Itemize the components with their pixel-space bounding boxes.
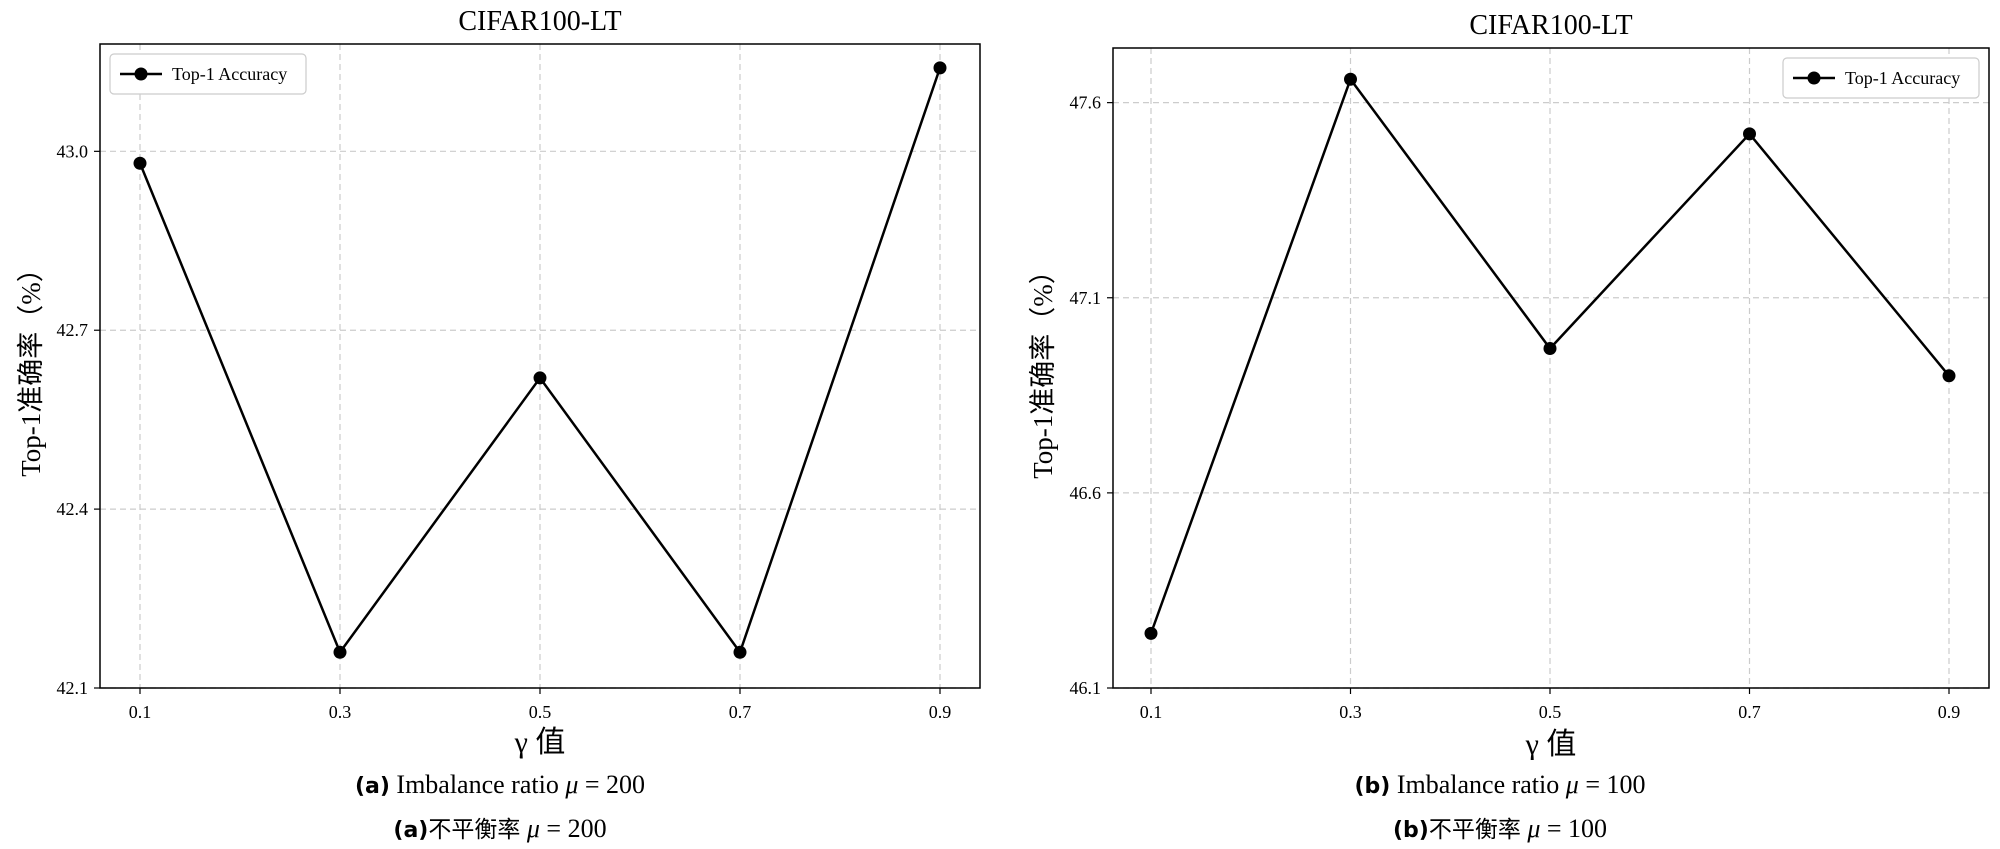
x-tick-label: 0.9	[1938, 702, 1961, 722]
data-point	[1543, 341, 1557, 355]
data-point	[533, 371, 547, 385]
x-axis-label: γ 值	[514, 726, 566, 759]
legend: Top-1 Accuracy	[1782, 57, 1980, 99]
chart-title: CIFAR100-LT	[1469, 10, 1632, 41]
x-tick-label: 0.1	[129, 702, 152, 722]
y-tick-label: 42.1	[57, 678, 89, 698]
caption-b-eq: = 100	[1585, 770, 1646, 799]
x-tick-label: 0.3	[329, 702, 352, 722]
caption-a-en-text: Imbalance ratio	[396, 770, 559, 799]
data-point	[133, 156, 147, 170]
y-tick-label: 46.6	[1070, 483, 1102, 503]
caption-b-zh: (b)不平衡率 μ = 100	[1000, 810, 2000, 844]
caption-a-label: (a)	[354, 774, 390, 799]
chart-b: 0.1 0.3 0.5 0.7 0.9 46.1 46.6 47.1 47.6 CIFAR100-…	[1028, 10, 1990, 760]
caption-a-eq: = 200	[584, 770, 646, 799]
x-tick-label: 0.5	[529, 702, 552, 722]
caption-b-mu: μ	[1565, 770, 1579, 799]
x-tick-label: 0.5	[1539, 702, 1562, 722]
y-tick-label: 43.0	[57, 141, 89, 161]
caption-a-mu-zh: μ	[526, 814, 540, 843]
chart-panel-b: 0.1 0.3 0.5 0.7 0.9 46.1 46.6 47.1 47.6 CIFAR100-…	[1000, 0, 2000, 849]
data-point	[1942, 369, 1956, 383]
legend: Top-1 Accuracy	[109, 53, 307, 95]
x-tick-label: 0.7	[729, 702, 752, 722]
caption-a-mu: μ	[565, 770, 579, 799]
caption-b-mu-zh: μ	[1527, 814, 1541, 843]
caption-b-en-text: Imbalance ratio	[1396, 770, 1560, 799]
data-point	[933, 61, 947, 75]
chart-a: 0.1 0.3 0.5 0.7 0.9 42.1 42.4 42.7 43.0 CIFAR100-…	[16, 6, 981, 759]
caption-a-zh: (a)不平衡率 μ = 200	[0, 810, 1000, 844]
legend-label: Top-1 Accuracy	[1845, 68, 1960, 88]
x-tick-label: 0.3	[1339, 702, 1362, 722]
x-tick-label: 0.9	[929, 702, 952, 722]
caption-a-zh-text: 不平衡率	[428, 817, 521, 843]
x-tick-label: 0.1	[1140, 702, 1163, 722]
legend-label: Top-1 Accuracy	[172, 64, 287, 84]
data-point	[1743, 127, 1756, 141]
y-tick-label: 42.7	[57, 320, 89, 340]
data-point	[733, 645, 747, 659]
caption-b-zh-text: 不平衡率	[1428, 817, 1521, 843]
legend-marker	[134, 67, 148, 81]
caption-a-label-zh: (a)	[393, 818, 429, 843]
legend-marker	[1807, 71, 1821, 85]
chart-panel-a: 0.1 0.3 0.5 0.7 0.9 42.1 42.4 42.7 43.0 CIFAR100-…	[0, 6, 1000, 844]
chart-title: CIFAR100-LT	[458, 6, 621, 37]
caption-a-eq-zh: = 200	[546, 814, 607, 843]
legend-box	[109, 53, 307, 95]
y-axis-label: Top-1准确率（%）	[1028, 257, 1058, 479]
caption-b-label: (b)	[1354, 774, 1391, 799]
y-tick-label: 46.1	[1070, 678, 1102, 698]
y-tick-label: 47.1	[1070, 288, 1102, 308]
x-axis-label: γ 值	[1525, 728, 1577, 760]
data-point	[1144, 626, 1158, 640]
legend-box	[1782, 57, 1980, 99]
y-axis-label: Top-1准确率（%）	[16, 255, 46, 477]
data-point	[1344, 72, 1357, 86]
y-tick-label: 42.4	[57, 499, 89, 519]
caption-b-eq-zh: = 100	[1546, 814, 1608, 843]
caption-a-en: (a) Imbalance ratio μ = 200	[0, 770, 1000, 800]
caption-b-en: (b) Imbalance ratio μ = 100	[1000, 770, 2000, 800]
y-tick-label: 47.6	[1070, 93, 1102, 113]
plot-frame	[1112, 47, 1990, 689]
caption-b-label-zh: (b)	[1392, 818, 1429, 843]
data-point	[333, 645, 347, 659]
x-tick-label: 0.7	[1738, 702, 1761, 722]
